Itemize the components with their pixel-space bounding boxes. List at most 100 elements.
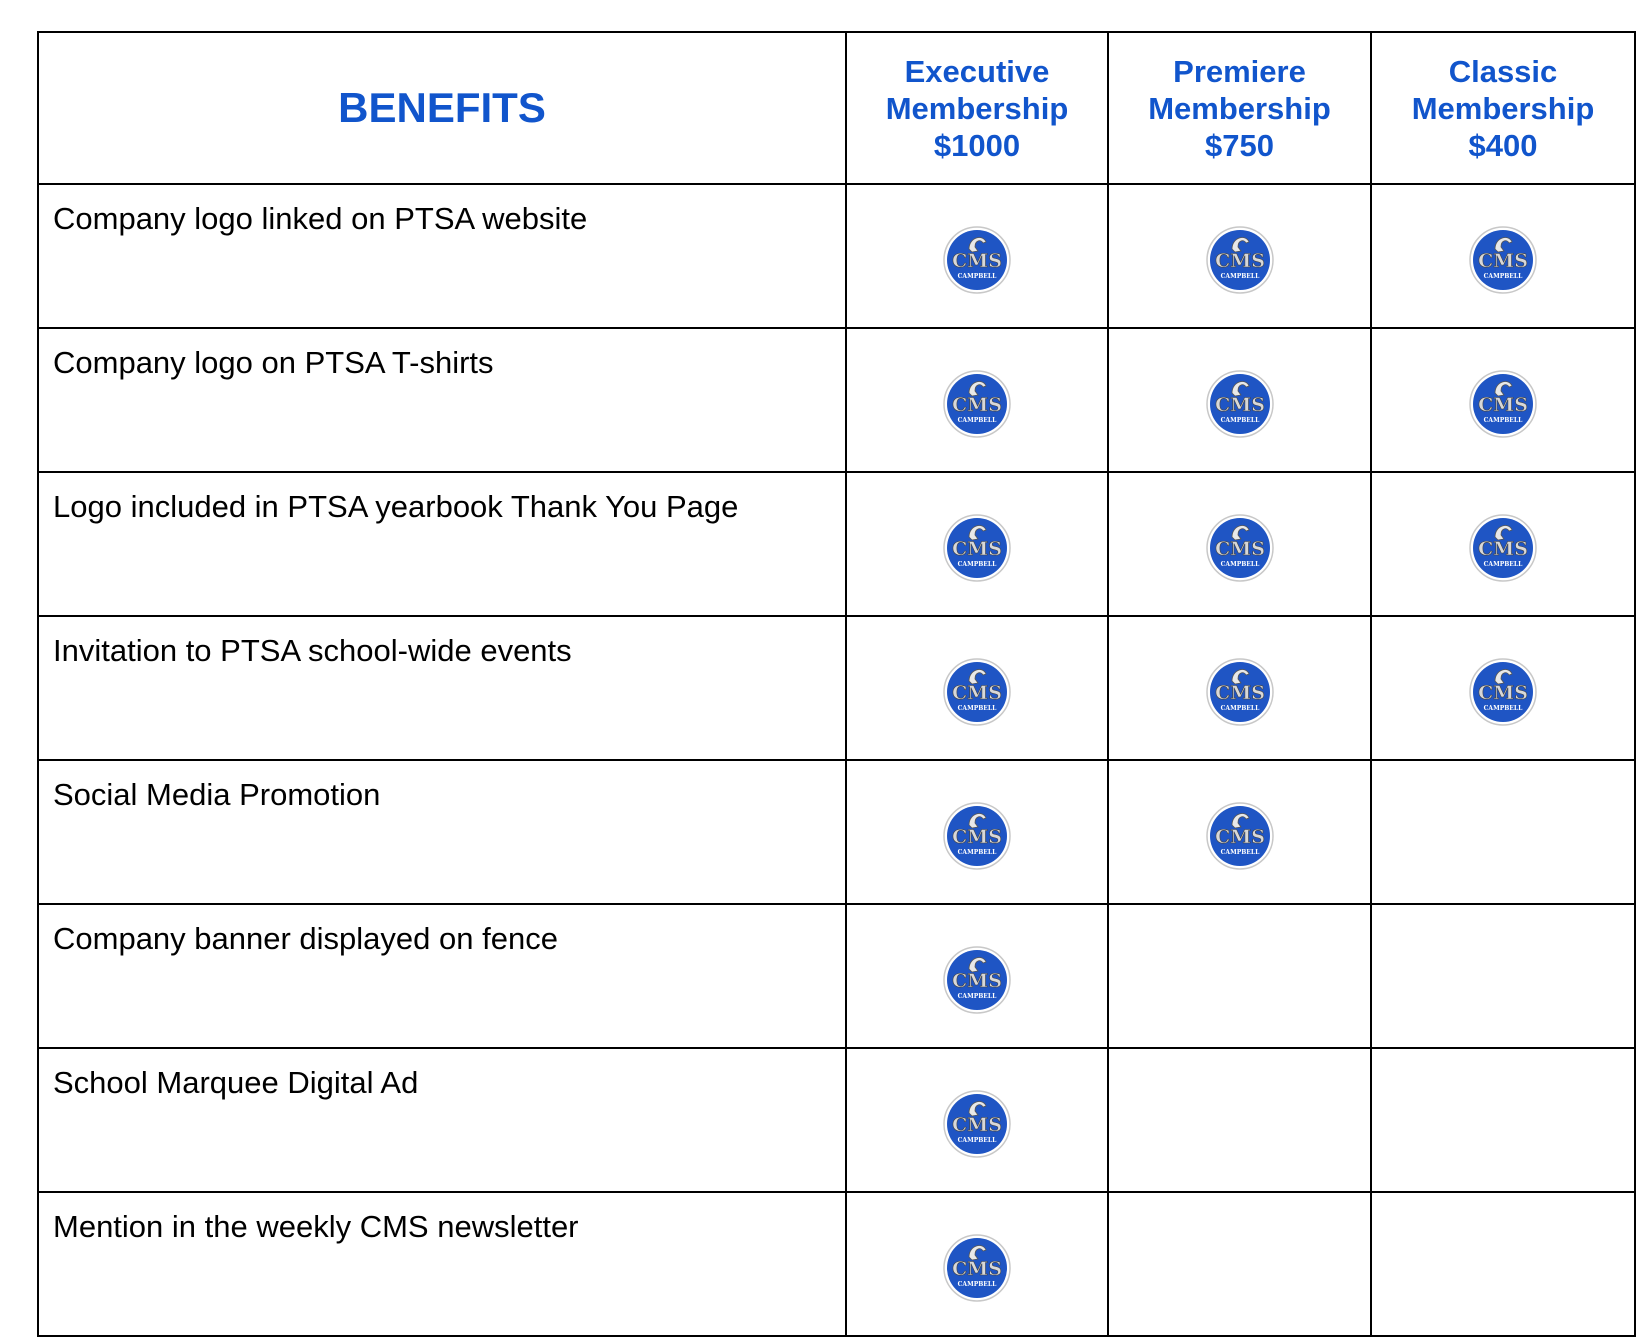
logo-text: CMS bbox=[952, 970, 1002, 992]
logo-text: CMS bbox=[952, 1258, 1002, 1280]
tier-heading: Classic Membership $400 bbox=[1370, 31, 1636, 185]
benefit-row: School Marquee Digital Ad CMS CAMPBELL bbox=[37, 1047, 1636, 1193]
benefit-row: Company logo linked on PTSA website CMS CA… bbox=[37, 183, 1636, 329]
logo-text: CMS bbox=[1215, 826, 1265, 848]
tier-cell bbox=[1370, 1191, 1636, 1337]
logo-text: CMS bbox=[1215, 538, 1265, 560]
benefit-row: Logo included in PTSA yearbook Thank You… bbox=[37, 471, 1636, 617]
tier-cell bbox=[1107, 1191, 1372, 1337]
logo-helmet bbox=[968, 1245, 987, 1261]
tier-cell: CMS CAMPBELL bbox=[845, 1047, 1109, 1193]
tier-cell: CMS CAMPBELL bbox=[1370, 183, 1636, 329]
logo-helmet bbox=[1494, 669, 1513, 685]
logo-subtext: CAMPBELL bbox=[1484, 273, 1523, 280]
logo-disc bbox=[947, 518, 1007, 578]
tier-heading: Executive Membership $1000 bbox=[845, 31, 1109, 185]
tier-cell: CMS CAMPBELL bbox=[845, 471, 1109, 617]
logo-helmet bbox=[1231, 813, 1250, 829]
benefit-label: Invitation to PTSA school-wide events bbox=[37, 615, 847, 761]
logo-disc bbox=[1473, 662, 1533, 722]
logo-disc bbox=[947, 950, 1007, 1010]
benefit-label: School Marquee Digital Ad bbox=[37, 1047, 847, 1193]
logo-subtext: CAMPBELL bbox=[958, 417, 997, 424]
logo-disc bbox=[947, 806, 1007, 866]
tier-name: Classic Membership bbox=[1411, 53, 1595, 126]
logo-subtext: CAMPBELL bbox=[1220, 417, 1259, 424]
logo-disc bbox=[1209, 374, 1270, 434]
benefits-table-wrap: BENEFITS Executive Membership $1000 Premie… bbox=[37, 31, 1636, 1337]
logo-helmet bbox=[968, 669, 987, 685]
logo-disc bbox=[1209, 806, 1270, 866]
logo-text: CMS bbox=[1215, 394, 1265, 416]
benefit-row: Company logo on PTSA T-shirts CMS CAMPBELL… bbox=[37, 327, 1636, 473]
benefit-row: Invitation to PTSA school-wide events CMS… bbox=[37, 615, 1636, 761]
logo-text: CMS bbox=[1215, 250, 1265, 272]
logo-subtext: CAMPBELL bbox=[1220, 561, 1259, 568]
logo-text: CMS bbox=[952, 682, 1002, 704]
tier-cell bbox=[1107, 1047, 1372, 1193]
logo-helmet bbox=[968, 813, 987, 829]
logo-helmet bbox=[968, 1101, 987, 1117]
logo-helmet bbox=[968, 381, 987, 397]
tier-cell bbox=[1370, 759, 1636, 905]
logo-disc bbox=[947, 662, 1007, 722]
tier-cell: CMS CAMPBELL bbox=[845, 1191, 1109, 1337]
benefit-label: Mention in the weekly CMS newsletter bbox=[37, 1191, 847, 1337]
logo-helmet bbox=[1494, 381, 1513, 397]
tier-cell: CMS CAMPBELL bbox=[1107, 471, 1372, 617]
logo-subtext: CAMPBELL bbox=[958, 561, 997, 568]
logo-disc bbox=[1473, 230, 1533, 290]
logo-text: CMS bbox=[1478, 538, 1528, 560]
logo-disc bbox=[947, 374, 1007, 434]
logo-text: CMS bbox=[952, 826, 1002, 848]
tier-cell bbox=[1107, 903, 1372, 1049]
logo-disc bbox=[1209, 230, 1270, 290]
tier-cell: CMS CAMPBELL bbox=[845, 903, 1109, 1049]
header-row: BENEFITS Executive Membership $1000 Premie… bbox=[37, 31, 1636, 185]
logo-disc bbox=[947, 1094, 1007, 1154]
benefit-label: Logo included in PTSA yearbook Thank You… bbox=[37, 471, 847, 617]
logo-helmet bbox=[1231, 381, 1250, 397]
table-body: Company logo linked on PTSA website CMS CA… bbox=[37, 183, 1636, 1337]
logo-helmet bbox=[968, 525, 987, 541]
logo-disc bbox=[1209, 518, 1270, 578]
tier-price: $750 bbox=[1205, 127, 1274, 163]
tier-cell bbox=[1370, 1047, 1636, 1193]
logo-subtext: CAMPBELL bbox=[958, 705, 997, 712]
logo-text: CMS bbox=[1478, 250, 1528, 272]
tier-cell bbox=[1370, 903, 1636, 1049]
logo-subtext: CAMPBELL bbox=[1484, 417, 1523, 424]
logo-disc bbox=[1209, 662, 1270, 722]
tier-cell: CMS CAMPBELL bbox=[1107, 759, 1372, 905]
benefit-label: Company logo linked on PTSA website bbox=[37, 183, 847, 329]
tier-heading: Premiere Membership $750 bbox=[1107, 31, 1372, 185]
logo-helmet bbox=[968, 237, 987, 253]
tier-cell: CMS CAMPBELL bbox=[845, 183, 1109, 329]
logo-text: CMS bbox=[952, 538, 1002, 560]
tier-cell: CMS CAMPBELL bbox=[845, 327, 1109, 473]
logo-subtext: CAMPBELL bbox=[1484, 705, 1523, 712]
page: BENEFITS Executive Membership $1000 Premie… bbox=[37, 31, 1636, 1337]
logo-disc bbox=[1473, 374, 1533, 434]
tier-cell: CMS CAMPBELL bbox=[1107, 615, 1372, 761]
tier-cell: CMS CAMPBELL bbox=[1370, 615, 1636, 761]
logo-disc bbox=[947, 230, 1007, 290]
logo-subtext: CAMPBELL bbox=[958, 849, 997, 856]
benefits-heading: BENEFITS bbox=[37, 31, 847, 185]
logo-disc bbox=[1473, 518, 1533, 578]
benefit-label: Company logo on PTSA T-shirts bbox=[37, 327, 847, 473]
benefits-table: BENEFITS Executive Membership $1000 Premie… bbox=[37, 31, 1636, 1337]
logo-helmet bbox=[1494, 525, 1513, 541]
tier-cell: CMS CAMPBELL bbox=[1370, 327, 1636, 473]
